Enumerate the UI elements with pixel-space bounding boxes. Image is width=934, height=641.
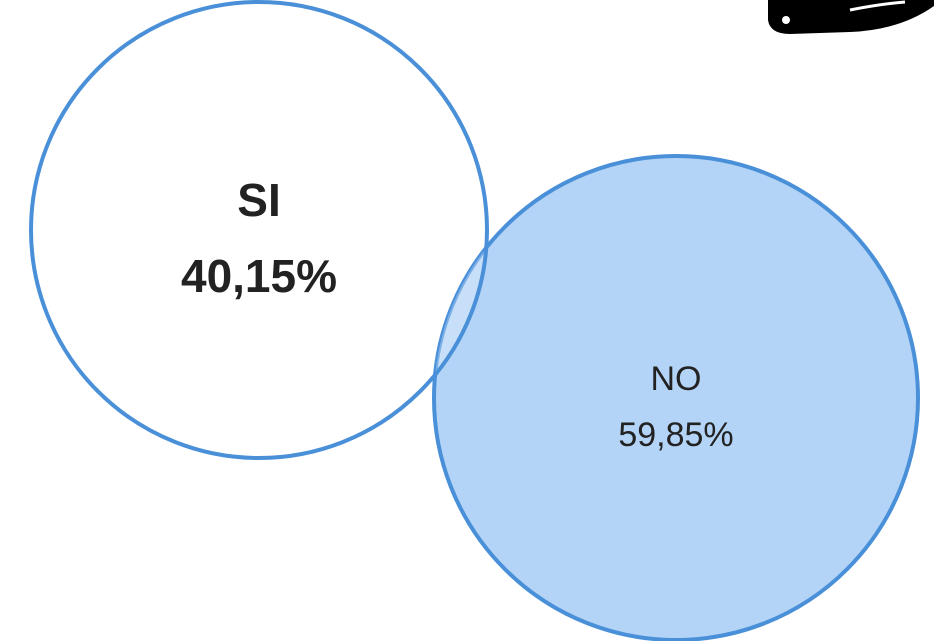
set-no-value: 59,85% — [618, 416, 733, 454]
set-si-value: 40,15% — [181, 250, 337, 302]
corner-graphic-icon — [768, 0, 934, 34]
set-si-label: SI — [237, 174, 280, 226]
set-si-circle — [29, 0, 489, 460]
set-no-label: NO — [651, 360, 702, 398]
set-no-circle — [432, 154, 920, 641]
